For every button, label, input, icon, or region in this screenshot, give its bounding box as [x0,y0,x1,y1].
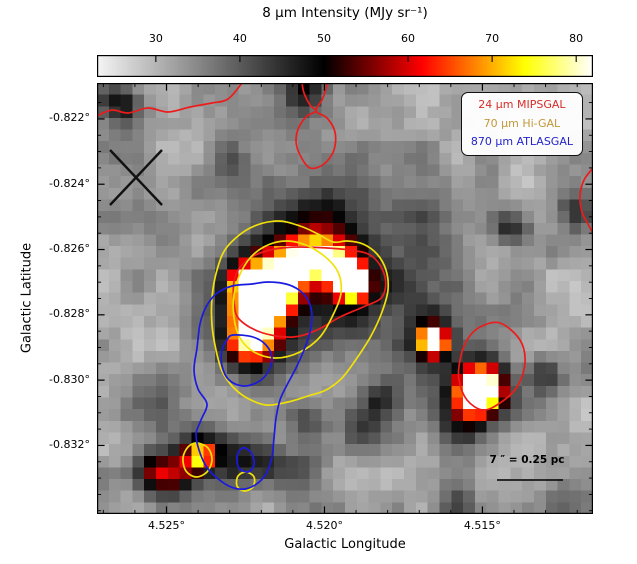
intensity-map: 24 μm MIPSGAL 70 μm Hi-GAL 870 μm ATLASG… [97,83,593,514]
y-tick-label: -0.830° [49,372,90,386]
map-overlay [97,83,593,514]
contour-24-m-mipsgal [232,246,387,338]
contour-70-m-hi-gal [232,240,343,359]
scale-bar-label: 7 ″ = 0.25 pc [489,454,565,466]
colorbar-title: 8 μm Intensity (MJy sr⁻¹) [262,5,428,21]
contour-870-m-atlasgal [236,446,256,473]
x-tick-label: 4.525° [148,519,185,532]
contour-24-m-mipsgal [295,83,337,170]
contour-70-m-hi-gal [210,220,390,406]
x-axis-title: Galactic Longitude [284,537,406,552]
contour-870-m-atlasgal [193,281,313,491]
y-tick-label: -0.828° [49,307,90,321]
colorbar-gradient [97,55,593,77]
colorbar-tick-label: 40 [232,32,247,45]
colorbar-ticks [97,55,593,77]
contour-870-m-atlasgal [220,334,273,387]
colorbar-tick-label: 60 [401,32,416,45]
contour-70-m-hi-gal [182,442,213,478]
colorbar [97,55,593,77]
colorbar-tick-label: 70 [485,32,500,45]
y-tick-label: -0.832° [49,437,90,451]
colorbar-tick-label: 30 [148,32,163,45]
legend-item: 70 μm Hi-GAL [483,116,561,130]
colorbar-tick-labels: 30 40 50 60 70 80 [97,32,593,47]
map-legend: 24 μm MIPSGAL 70 μm Hi-GAL 870 μm ATLASG… [460,92,583,156]
contour-24-m-mipsgal [579,167,593,234]
y-tick-label: -0.824° [49,176,90,190]
y-tick-label: -0.822° [49,111,90,125]
y-tick-label: -0.826° [49,242,90,256]
contour-24-m-mipsgal [457,321,526,411]
x-tick-label: 4.515° [463,519,501,532]
contour-70-m-hi-gal [235,471,256,492]
y-axis-title: Galactic Latitude [19,242,35,354]
legend-item: 24 μm MIPSGAL [478,98,566,111]
colorbar-tick-label: 80 [569,32,584,45]
legend-item: 870 μm ATLASGAL [470,135,573,148]
beam-cross-icon [109,149,163,206]
contour-24-m-mipsgal [97,83,243,117]
colorbar-tick-label: 50 [316,32,331,45]
x-tick-label: 4.520° [305,519,343,532]
